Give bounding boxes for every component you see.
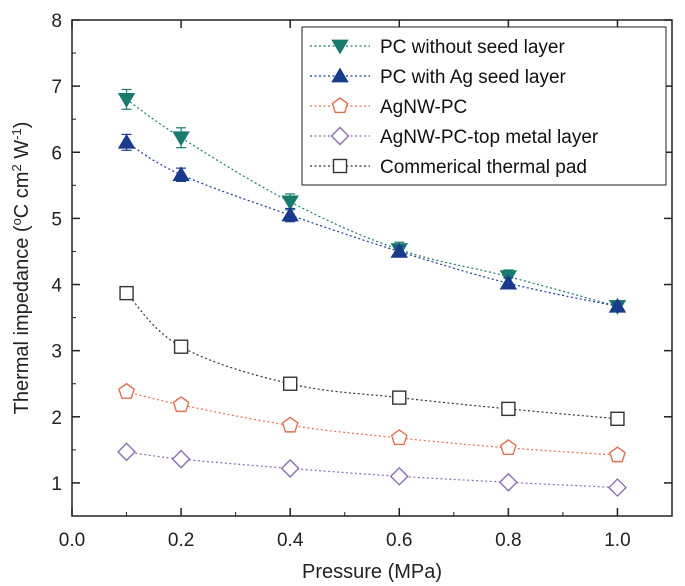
data-point: [173, 339, 189, 354]
data-point: [610, 411, 625, 426]
x-tick-label: 0.8: [495, 530, 521, 551]
y-tick-label: 4: [51, 276, 62, 297]
data-point: [282, 376, 298, 391]
series-layer: [117, 88, 627, 498]
legend-marker: [331, 97, 349, 114]
legend-label: AgNW-PC-top metal layer: [380, 127, 599, 148]
y-tick-label: 3: [51, 342, 62, 363]
data-point: [117, 442, 137, 462]
legend-marker: [331, 67, 349, 83]
y-tick-label: 7: [51, 77, 62, 98]
legend-label: PC without seed layer: [380, 37, 565, 58]
y-axis-label-part: W: [11, 140, 33, 165]
data-point: [172, 166, 190, 182]
y-axis-label-part: C cm: [11, 172, 33, 219]
y-axis-label-part: ): [11, 122, 33, 129]
y-axis-label-part: Thermal impedance (: [11, 225, 33, 414]
data-point: [117, 133, 136, 149]
data-point: [281, 416, 299, 433]
legend-marker: [330, 126, 350, 146]
data-point: [117, 93, 136, 108]
series-1: [117, 133, 627, 313]
data-point: [498, 472, 518, 492]
legend-label: Commerical thermal pad: [380, 157, 587, 178]
y-axis-label-part: o: [9, 218, 24, 225]
series-line: [126, 391, 618, 456]
x-tick-label: 0.2: [168, 530, 194, 551]
data-point: [390, 429, 408, 446]
data-point: [608, 297, 627, 313]
data-point: [281, 206, 299, 222]
axes: 0.0 0.2 0.4 0.6 0.8 1.0 1 2 3 4 5 6 7 8: [51, 11, 672, 551]
data-point: [389, 466, 409, 486]
data-point: [280, 458, 300, 478]
legend-marker: [332, 158, 348, 174]
y-axis-label-part: -1: [9, 128, 24, 140]
x-axis-label: Pressure (MPa): [302, 561, 442, 583]
series-2: [118, 382, 626, 463]
y-tick-label: 6: [51, 143, 62, 164]
data-point: [172, 396, 190, 413]
x-tick-label: 0.4: [277, 530, 304, 551]
legend-label: AgNW-PC: [380, 97, 467, 118]
y-tick-label: 1: [51, 474, 62, 495]
y-tick-label: 8: [51, 11, 62, 32]
data-point: [392, 390, 407, 405]
data-point: [390, 242, 408, 258]
data-point: [609, 446, 626, 463]
legend-label: PC with Ag seed layer: [380, 67, 567, 88]
data-point: [119, 285, 134, 301]
legend-marker: [331, 39, 349, 55]
series-4: [119, 285, 625, 426]
data-point: [118, 382, 135, 399]
y-axis-label-part: 2: [9, 164, 24, 171]
y-tick-label: 2: [51, 408, 62, 429]
legend-box: [301, 26, 667, 186]
data-point: [171, 449, 191, 469]
data-point: [172, 131, 190, 147]
data-point: [501, 401, 516, 417]
x-tick-label: 0.6: [386, 530, 412, 551]
y-axis-label: Thermal impedance (oC cm2 W-1): [9, 122, 34, 415]
series-3: [117, 442, 627, 498]
data-point: [281, 195, 299, 211]
legend: PC without seed layer PC with Ag seed lay…: [301, 26, 667, 186]
y-tick-label: 5: [51, 209, 62, 230]
data-point: [499, 274, 518, 290]
x-tick-label: 1.0: [604, 530, 630, 551]
data-point: [607, 478, 627, 498]
x-tick-label: 0.0: [59, 530, 85, 551]
data-point: [499, 439, 517, 456]
